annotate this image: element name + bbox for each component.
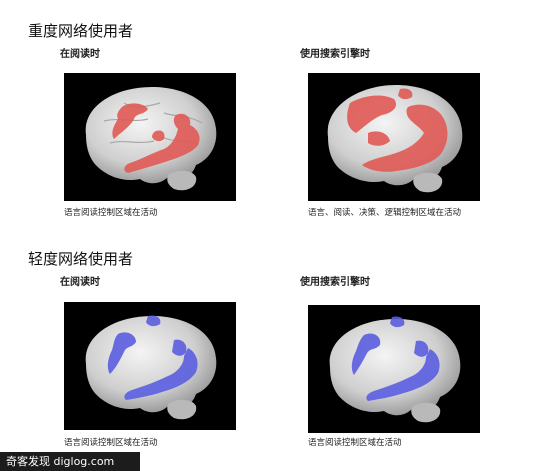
panel-light-search-bottom-caption: 语言阅读控制区域在活动 <box>308 438 402 448</box>
brain-scan-heavy-reading <box>64 73 236 201</box>
panel-heavy-reading-bottom-caption: 语言阅读控制区域在活动 <box>64 208 158 218</box>
panel-light-reading-top-caption: 在阅读时 <box>60 277 100 288</box>
brain-scan-heavy-search <box>308 73 480 201</box>
watermark: 奇客发现 diglog.com <box>0 452 140 471</box>
activity-region-light-reading <box>107 315 198 400</box>
activity-region-heavy-reading <box>112 103 200 173</box>
brain-scan-light-reading <box>64 302 236 430</box>
panel-light-search-top-caption: 使用搜索引擎时 <box>300 277 370 288</box>
section-title-heavy-users: 重度网络使用者 <box>28 22 134 40</box>
brain-scan-light-search <box>308 305 480 433</box>
section-title-light-users: 轻度网络使用者 <box>28 250 134 268</box>
panel-heavy-search-top-caption: 使用搜索引擎时 <box>300 49 370 60</box>
brain-image-heavy-reading <box>85 87 217 191</box>
brain-image-light-reading <box>85 315 217 420</box>
panel-heavy-reading-top-caption: 在阅读时 <box>60 49 100 60</box>
panel-light-reading-bottom-caption: 语言阅读控制区域在活动 <box>64 438 158 448</box>
brain-image-light-search <box>329 316 461 423</box>
activity-region-light-search <box>351 316 440 401</box>
activity-region-heavy-search <box>347 88 448 172</box>
brain-image-heavy-search <box>327 85 463 193</box>
panel-heavy-search-bottom-caption: 语言、阅读、决策、逻辑控制区域在活动 <box>308 208 462 218</box>
